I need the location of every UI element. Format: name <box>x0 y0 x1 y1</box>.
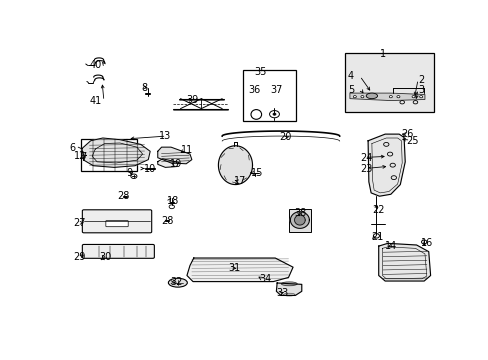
Text: 14: 14 <box>384 241 396 251</box>
Text: 37: 37 <box>270 85 283 95</box>
Polygon shape <box>82 138 150 167</box>
Text: 23: 23 <box>360 164 372 174</box>
Text: 21: 21 <box>370 232 383 242</box>
Ellipse shape <box>366 93 377 99</box>
Bar <box>81 139 137 171</box>
Text: 29: 29 <box>74 252 86 262</box>
Text: 28: 28 <box>117 191 129 201</box>
Text: 36: 36 <box>248 85 261 95</box>
Polygon shape <box>158 147 191 164</box>
Text: 27: 27 <box>74 218 86 228</box>
Polygon shape <box>378 243 430 281</box>
FancyBboxPatch shape <box>82 210 151 233</box>
Text: 25: 25 <box>405 136 418 146</box>
Text: 10: 10 <box>143 164 156 174</box>
Circle shape <box>388 96 391 98</box>
Text: 4: 4 <box>346 72 353 81</box>
Text: 5: 5 <box>347 85 354 95</box>
Text: 30: 30 <box>99 252 111 262</box>
Text: 6: 6 <box>69 143 76 153</box>
Text: 32: 32 <box>169 277 182 287</box>
Circle shape <box>419 96 422 98</box>
FancyBboxPatch shape <box>82 244 154 258</box>
Circle shape <box>396 96 399 98</box>
Text: 41: 41 <box>89 96 102 107</box>
Circle shape <box>411 96 414 98</box>
Text: 20: 20 <box>279 132 291 143</box>
FancyBboxPatch shape <box>105 221 128 227</box>
Text: 7: 7 <box>80 152 86 162</box>
Text: 12: 12 <box>74 151 86 161</box>
Polygon shape <box>186 258 292 282</box>
Circle shape <box>353 96 356 98</box>
Ellipse shape <box>168 278 187 287</box>
Text: 40: 40 <box>89 60 102 70</box>
Text: 38: 38 <box>294 208 306 218</box>
Text: 1: 1 <box>379 49 385 59</box>
Text: 26: 26 <box>401 129 413 139</box>
Text: 22: 22 <box>371 205 384 215</box>
Circle shape <box>272 113 275 115</box>
Text: 2: 2 <box>417 75 424 85</box>
Polygon shape <box>218 146 252 185</box>
Text: 19: 19 <box>170 159 182 169</box>
Ellipse shape <box>281 282 297 286</box>
Bar <box>288 209 310 232</box>
Text: 8: 8 <box>142 82 148 93</box>
Polygon shape <box>367 134 405 196</box>
Text: 18: 18 <box>166 195 179 206</box>
Ellipse shape <box>283 293 294 296</box>
Text: 16: 16 <box>420 238 432 248</box>
Text: 34: 34 <box>259 274 271 284</box>
Polygon shape <box>294 215 305 225</box>
Polygon shape <box>276 283 301 296</box>
Text: 39: 39 <box>186 95 198 105</box>
Polygon shape <box>158 159 178 167</box>
Polygon shape <box>290 212 309 228</box>
Text: 24: 24 <box>360 153 372 163</box>
Text: 28: 28 <box>161 216 173 226</box>
Bar <box>345 53 433 112</box>
Text: 15: 15 <box>250 168 263 179</box>
Text: 17: 17 <box>233 176 245 186</box>
Text: 11: 11 <box>180 145 192 155</box>
Text: 35: 35 <box>254 67 266 77</box>
Circle shape <box>360 96 363 98</box>
Bar <box>243 69 296 121</box>
Text: 31: 31 <box>227 263 240 273</box>
Text: 3: 3 <box>417 85 424 95</box>
Text: 33: 33 <box>276 288 288 298</box>
Text: 13: 13 <box>159 131 171 141</box>
Text: 9: 9 <box>126 168 132 179</box>
Polygon shape <box>349 93 424 100</box>
